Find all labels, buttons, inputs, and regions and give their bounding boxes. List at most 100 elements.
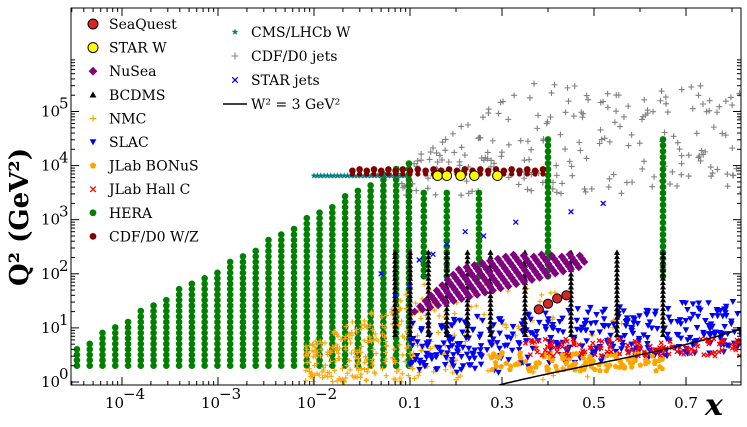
marker-hera xyxy=(265,291,272,298)
legend-marker-7 xyxy=(89,186,97,193)
marker-hera xyxy=(175,351,183,359)
marker-star-w xyxy=(492,170,503,182)
marker-slac xyxy=(450,363,457,370)
marker-bcdms xyxy=(407,323,413,329)
marker-cdf-d0-w-z xyxy=(509,171,515,177)
marker-hera xyxy=(341,313,349,320)
marker-cdf-d0-jets xyxy=(526,156,533,163)
marker-bcdms xyxy=(392,275,399,281)
marker-bcdms xyxy=(660,249,666,255)
marker-hera xyxy=(329,335,336,342)
marker-hera xyxy=(163,351,170,359)
marker-hera xyxy=(420,267,428,274)
marker-seaquest xyxy=(542,298,554,309)
marker-hera xyxy=(214,329,221,337)
marker-cdf-d0-jets xyxy=(716,103,723,110)
marker-hera xyxy=(475,225,483,232)
marker-bcdms xyxy=(660,275,666,281)
marker-nmc xyxy=(537,298,543,305)
marker-hera xyxy=(277,269,285,277)
marker-nmc xyxy=(357,347,363,353)
marker-jlab-hall-c xyxy=(544,344,550,350)
marker-cdf-d0-jets xyxy=(488,157,495,164)
marker-hera xyxy=(265,340,272,348)
marker-jlab-bonus xyxy=(515,361,522,367)
marker-slac xyxy=(706,332,714,339)
marker-hera xyxy=(443,243,451,250)
marker-bcdms xyxy=(487,297,494,303)
marker-star-w xyxy=(469,170,480,182)
marker-cdf-d0-jets xyxy=(566,158,573,165)
marker-slac xyxy=(487,340,494,347)
marker-hera xyxy=(86,362,94,370)
marker-hera xyxy=(341,253,349,260)
marker-slac xyxy=(547,334,555,341)
marker-hera xyxy=(380,231,387,238)
marker-cdf-d0-jets xyxy=(618,190,625,197)
marker-slac xyxy=(643,311,651,318)
marker-hera xyxy=(214,280,221,288)
marker-hera xyxy=(239,356,247,364)
marker-jlab-bonus xyxy=(507,366,513,372)
marker-hera xyxy=(201,318,208,326)
marker-jlab-hall-c xyxy=(590,340,596,346)
marker-bcdms xyxy=(487,331,494,338)
marker-cdf-d0-jets xyxy=(697,82,704,89)
marker-hera xyxy=(290,253,298,260)
marker-hera xyxy=(214,285,221,293)
marker-nmc xyxy=(379,366,386,372)
marker-slac xyxy=(478,354,485,361)
marker-slac xyxy=(673,331,681,338)
marker-slac xyxy=(451,319,459,326)
marker-cdf-d0-jets xyxy=(558,190,565,197)
marker-hera xyxy=(150,324,157,331)
marker-hera xyxy=(252,346,260,353)
marker-cdf-d0-jets xyxy=(414,157,421,164)
marker-slac xyxy=(607,332,614,339)
marker-nmc xyxy=(343,323,349,330)
marker-hera xyxy=(303,269,311,277)
marker-hera xyxy=(316,356,323,364)
marker-hera xyxy=(265,253,272,260)
marker-hera xyxy=(214,296,221,304)
marker-cdf-d0-jets xyxy=(649,183,656,190)
marker-hera xyxy=(380,242,387,249)
legend-entry: SLAC xyxy=(89,135,149,151)
marker-hera xyxy=(163,318,170,326)
marker-hera xyxy=(303,258,311,266)
marker-cdf-d0-jets xyxy=(613,108,620,115)
marker-nmc xyxy=(379,314,385,320)
marker-slac xyxy=(459,329,466,336)
marker-jlab-hall-c xyxy=(716,341,722,347)
marker-nmc xyxy=(339,366,345,372)
marker-cdf-d0-jets xyxy=(438,156,445,163)
marker-hera xyxy=(111,335,119,342)
marker-hera xyxy=(380,291,387,298)
marker-bcdms xyxy=(487,305,494,312)
marker-cdf-d0-jets xyxy=(570,113,577,120)
marker-hera xyxy=(420,189,428,197)
legend-label: CDF/D0 W/Z xyxy=(109,229,199,245)
marker-cdf-d0-jets xyxy=(521,175,528,182)
marker-jlab-bonus xyxy=(494,353,500,360)
marker-hera xyxy=(265,313,272,320)
marker-hera xyxy=(265,346,272,353)
marker-nmc xyxy=(353,354,359,360)
marker-hera xyxy=(226,318,234,326)
marker-jlab-bonus xyxy=(628,364,635,370)
marker-hera xyxy=(420,243,428,250)
marker-hera xyxy=(354,307,362,315)
marker-hera xyxy=(420,213,428,221)
marker-jlab-bonus xyxy=(489,366,495,373)
marker-hera xyxy=(544,177,552,185)
marker-cdf-d0-jets xyxy=(517,137,524,144)
marker-hera xyxy=(201,280,208,288)
marker-hera xyxy=(277,285,285,293)
marker-hera xyxy=(354,236,362,244)
marker-hera xyxy=(226,313,234,320)
marker-hera xyxy=(175,318,183,326)
marker-hera xyxy=(290,362,298,370)
marker-nmc xyxy=(411,375,418,382)
marker-nmc xyxy=(314,349,320,355)
marker-nmc xyxy=(398,379,405,385)
